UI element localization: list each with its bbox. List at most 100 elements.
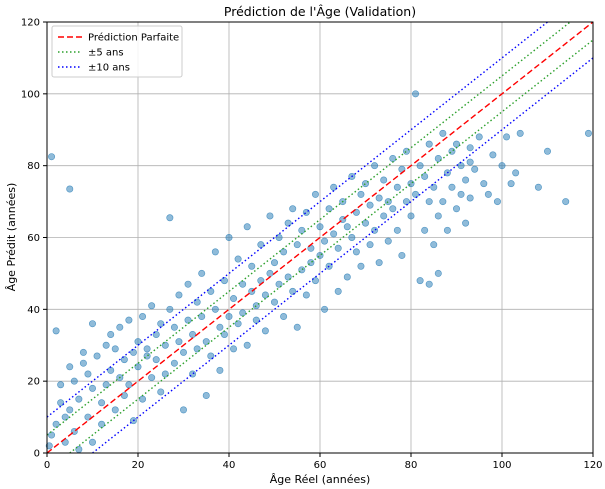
- data-point: [180, 406, 188, 414]
- data-point: [512, 169, 520, 177]
- data-point: [120, 392, 128, 400]
- data-point: [462, 176, 470, 184]
- data-point: [334, 287, 342, 295]
- data-point: [375, 259, 383, 267]
- data-point: [389, 205, 397, 213]
- data-point: [211, 248, 219, 256]
- data-point: [384, 237, 392, 245]
- data-point: [220, 330, 228, 338]
- data-point: [98, 399, 106, 407]
- data-point: [102, 381, 110, 389]
- data-point: [66, 185, 74, 193]
- data-point: [466, 194, 474, 202]
- legend-label: Prédiction Parfaite: [88, 32, 179, 44]
- data-point: [116, 323, 124, 331]
- data-point: [257, 241, 265, 249]
- x-axis-ticks: 0 20 40 60 80 100 120: [44, 453, 603, 471]
- data-point: [439, 198, 447, 206]
- data-point: [270, 259, 278, 267]
- data-point: [421, 172, 429, 180]
- x-tick-label: 0: [44, 460, 50, 471]
- y-tick-label: 0: [34, 449, 40, 460]
- data-point: [421, 226, 429, 234]
- data-point: [507, 180, 515, 188]
- data-point: [98, 420, 106, 428]
- data-point: [166, 305, 174, 313]
- data-point: [143, 345, 151, 353]
- data-point: [412, 190, 420, 198]
- data-point: [321, 237, 329, 245]
- data-point: [52, 327, 60, 335]
- data-point: [493, 198, 501, 206]
- data-point: [70, 377, 78, 385]
- y-axis-label: Âge Prédit (années): [5, 183, 18, 292]
- data-point: [139, 313, 147, 321]
- data-point: [393, 183, 401, 191]
- data-point: [425, 280, 433, 288]
- data-point: [134, 338, 142, 346]
- data-point: [289, 205, 297, 213]
- data-point: [184, 280, 192, 288]
- data-point: [311, 190, 319, 198]
- data-point: [330, 183, 338, 191]
- reference-line: [46, 21, 594, 454]
- data-point: [343, 223, 351, 231]
- data-point: [216, 323, 224, 331]
- x-tick-label: 40: [223, 460, 236, 471]
- legend-label: ±10 ans: [88, 63, 130, 74]
- data-point: [75, 395, 83, 403]
- data-point: [343, 273, 351, 281]
- data-point: [198, 269, 206, 277]
- legend-label: ±5 ans: [88, 48, 124, 59]
- data-point: [111, 345, 119, 353]
- data-point: [61, 413, 69, 421]
- data-point: [543, 147, 551, 155]
- data-point: [157, 320, 165, 328]
- data-point: [407, 212, 415, 220]
- data-point: [157, 388, 165, 396]
- y-tick-label: 40: [27, 305, 40, 316]
- data-point: [348, 234, 356, 242]
- data-point: [284, 219, 292, 227]
- data-point: [107, 366, 115, 374]
- data-point: [266, 269, 274, 277]
- data-point: [448, 183, 456, 191]
- data-point: [184, 316, 192, 324]
- data-point: [216, 366, 224, 374]
- reference-line: [46, 21, 571, 436]
- data-point: [189, 330, 197, 338]
- data-point: [220, 277, 228, 285]
- data-point: [180, 348, 188, 356]
- data-point: [298, 226, 306, 234]
- data-point: [66, 406, 74, 414]
- data-point: [357, 262, 365, 270]
- y-tick-label: 120: [21, 18, 40, 29]
- x-tick-label: 100: [492, 460, 511, 471]
- data-point: [84, 370, 92, 378]
- legend-box: [51, 25, 183, 78]
- data-point: [334, 244, 342, 252]
- data-point: [45, 442, 53, 450]
- y-tick-label: 80: [27, 161, 40, 172]
- data-point: [330, 230, 338, 238]
- data-point: [311, 277, 319, 285]
- data-point: [225, 234, 233, 242]
- data-point: [170, 323, 178, 331]
- x-axis-label: Âge Réel (années): [270, 473, 371, 486]
- data-point: [325, 205, 333, 213]
- data-point: [562, 198, 570, 206]
- x-tick-label: 120: [583, 460, 602, 471]
- data-point: [266, 212, 274, 220]
- legend: Prédiction Parfaite ±5 ans ±10 ans: [51, 25, 183, 78]
- data-point: [148, 374, 156, 382]
- data-point: [243, 223, 251, 231]
- data-point: [234, 255, 242, 263]
- data-point: [434, 212, 442, 220]
- reference-line: [69, 39, 594, 454]
- data-point: [148, 302, 156, 310]
- data-point: [366, 241, 374, 249]
- x-tick-label: 80: [405, 460, 418, 471]
- data-point: [166, 214, 174, 222]
- data-point: [57, 399, 65, 407]
